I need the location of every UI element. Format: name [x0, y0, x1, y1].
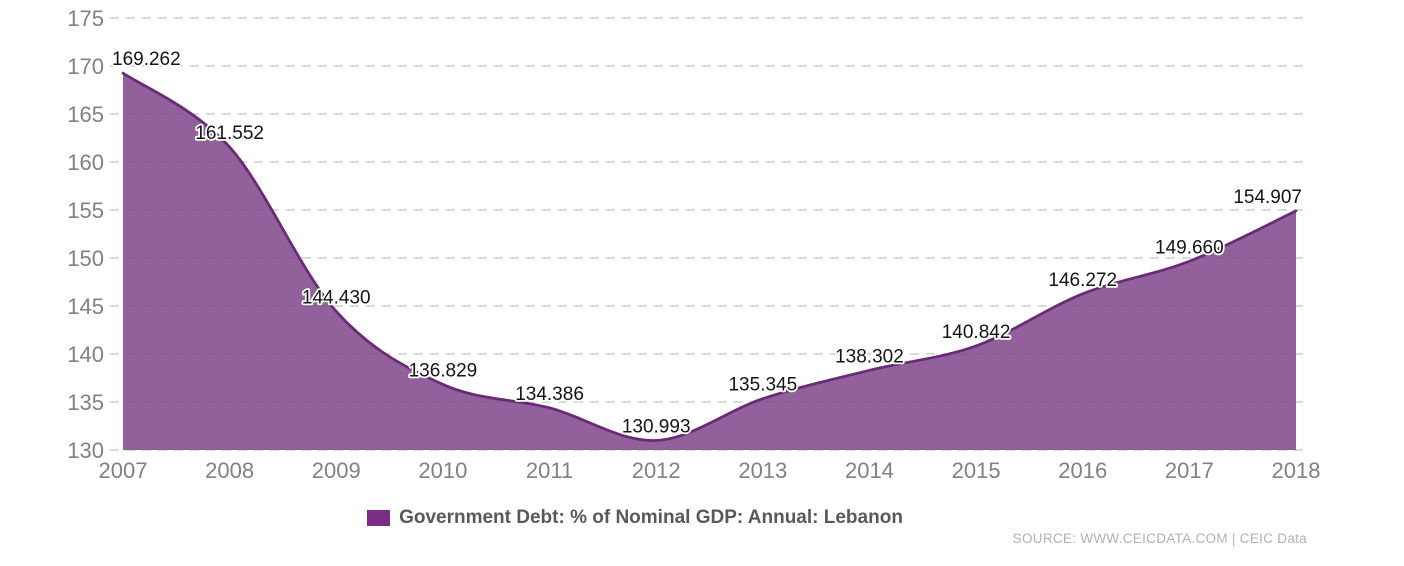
area-series-line [121, 71, 1298, 442]
data-point-label: 130.993 [622, 416, 691, 437]
chart-legend[interactable]: Government Debt: % of Nominal GDP: Annua… [0, 503, 1270, 533]
area-series-fill [123, 73, 1296, 450]
data-point-label: 161.552 [195, 123, 264, 144]
debt-area-chart: 130 135 140 145 150 155 160 165 170 175 2007 2008 20… [67, 6, 1321, 483]
y-axis-tick-label: 170 [67, 54, 104, 79]
data-point-label: 138.302 [835, 346, 904, 367]
x-axis-tick-label: 2009 [312, 458, 361, 483]
data-point-label: 135.345 [728, 375, 797, 396]
y-axis-tick-label: 145 [67, 294, 104, 319]
x-axis-tick-label: 2013 [738, 458, 787, 483]
x-axis-tick-label: 2007 [99, 458, 148, 483]
data-point-label: 149.660 [1155, 237, 1224, 258]
x-axis-tick-label: 2017 [1165, 458, 1214, 483]
x-axis-tick-label: 2012 [632, 458, 681, 483]
y-axis-tick-label: 135 [67, 390, 104, 415]
legend-swatch [367, 510, 391, 526]
y-axis-tick-label: 160 [67, 150, 104, 175]
data-point-label: 136.829 [409, 360, 478, 381]
x-axis-tick-label: 2016 [1058, 458, 1107, 483]
data-point-label: 169.262 [112, 49, 181, 70]
source-attribution: SOURCE: WWW.CEICDATA.COM | CEIC Data [1012, 531, 1307, 546]
x-axis-tick-label: 2014 [845, 458, 894, 483]
data-point-label: 140.842 [942, 322, 1011, 343]
x-axis-tick-label: 2011 [526, 458, 573, 483]
y-axis-tick-label: 165 [67, 102, 104, 127]
x-axis-tick-label: 2010 [418, 458, 467, 483]
data-point-label: 134.386 [515, 384, 584, 405]
y-axis-tick-label: 130 [67, 438, 104, 463]
y-axis-tick-label: 155 [67, 198, 104, 223]
y-axis-tick-label: 150 [67, 246, 104, 271]
data-point-label: 144.430 [302, 287, 371, 308]
x-axis-tick-label: 2008 [205, 458, 254, 483]
x-axis-tick-label: 2018 [1272, 458, 1321, 483]
legend-label: Government Debt: % of Nominal GDP: Annua… [399, 507, 903, 528]
y-axis-tick-label: 175 [67, 6, 104, 31]
data-point-label: 154.907 [1233, 187, 1302, 208]
x-axis-tick-label: 2015 [952, 458, 1001, 483]
y-axis-tick-label: 140 [67, 342, 104, 367]
data-point-label: 146.272 [1048, 270, 1117, 291]
